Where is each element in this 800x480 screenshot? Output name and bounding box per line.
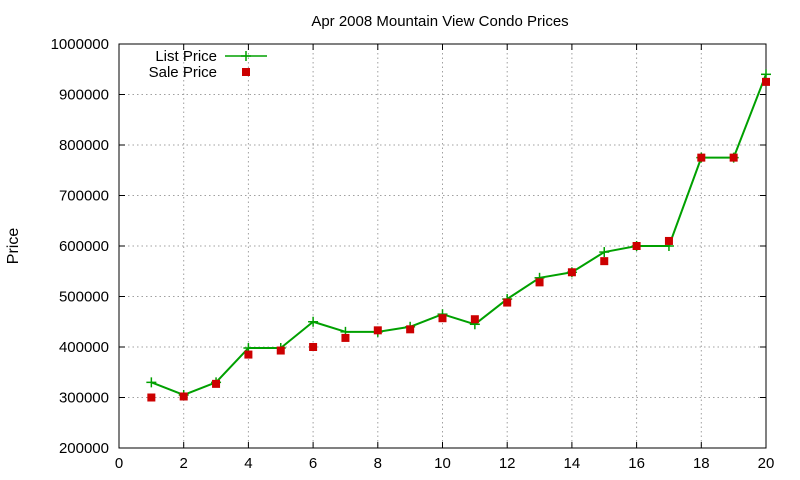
y-tick-label: 200000 bbox=[59, 440, 109, 457]
x-tick-label: 6 bbox=[309, 455, 317, 472]
sale-price-point bbox=[147, 393, 156, 402]
y-tick-label: 900000 bbox=[59, 87, 109, 104]
list-price-point bbox=[146, 377, 157, 388]
x-tick-label: 0 bbox=[115, 455, 123, 472]
y-tick-label: 800000 bbox=[59, 137, 109, 154]
sale-price-point bbox=[309, 343, 318, 351]
sale-price-point bbox=[212, 379, 221, 388]
y-tick-label: 500000 bbox=[59, 289, 109, 306]
legend-label-sale-price: Sale Price bbox=[149, 64, 217, 81]
legend-label-list-price: List Price bbox=[155, 48, 217, 65]
y-tick-label: 300000 bbox=[59, 390, 109, 407]
y-tick-label: 700000 bbox=[59, 188, 109, 205]
legend: List Price Sale Price bbox=[149, 48, 267, 81]
x-tick-label: 8 bbox=[374, 455, 382, 472]
list-price-point bbox=[308, 316, 319, 327]
legend-marker-sale-price bbox=[242, 68, 250, 76]
chart-title: Apr 2008 Mountain View Condo Prices bbox=[311, 13, 568, 30]
x-tick-label: 10 bbox=[434, 455, 451, 472]
sale-price-point bbox=[632, 242, 641, 250]
x-tick-label: 2 bbox=[180, 455, 188, 472]
sale-price-point bbox=[244, 350, 253, 359]
y-axis-label: Price bbox=[5, 228, 22, 265]
series-list-price bbox=[146, 69, 771, 400]
sale-price-point bbox=[341, 333, 350, 342]
sale-price-point bbox=[762, 77, 770, 86]
x-tick-label: 16 bbox=[628, 455, 645, 472]
sale-price-point bbox=[438, 314, 447, 323]
sale-price-point bbox=[406, 325, 415, 334]
list-price-line bbox=[150, 73, 767, 396]
sale-price-point bbox=[697, 153, 706, 162]
sale-price-point bbox=[179, 392, 188, 401]
y-tick-label: 400000 bbox=[59, 339, 109, 356]
series-sale-price bbox=[147, 77, 770, 402]
x-axis: 0 2 4 6 8 10 12 14 16 18 20 bbox=[115, 44, 775, 472]
sale-price-point bbox=[567, 268, 576, 277]
legend-marker-list-price bbox=[241, 51, 251, 61]
y-tick-label: 600000 bbox=[59, 238, 109, 255]
x-tick-label: 14 bbox=[564, 455, 581, 472]
x-tick-label: 18 bbox=[693, 455, 710, 472]
sale-price-point bbox=[664, 236, 673, 245]
list-price-point bbox=[599, 247, 610, 258]
x-tick-label: 12 bbox=[499, 455, 516, 472]
sale-price-point bbox=[373, 326, 382, 335]
x-tick-label: 20 bbox=[758, 455, 775, 472]
sale-price-point bbox=[729, 153, 738, 162]
sale-price-point bbox=[276, 346, 285, 355]
x-tick-label: 4 bbox=[244, 455, 252, 472]
sale-price-point bbox=[470, 315, 479, 324]
sale-price-point bbox=[503, 298, 512, 307]
y-axis: 200000 300000 400000 500000 600000 700000 8000… bbox=[51, 36, 766, 457]
list-price-point bbox=[761, 69, 771, 80]
sale-price-point bbox=[535, 278, 544, 287]
y-tick-label: 1000000 bbox=[51, 36, 109, 53]
sale-price-point bbox=[600, 257, 609, 266]
